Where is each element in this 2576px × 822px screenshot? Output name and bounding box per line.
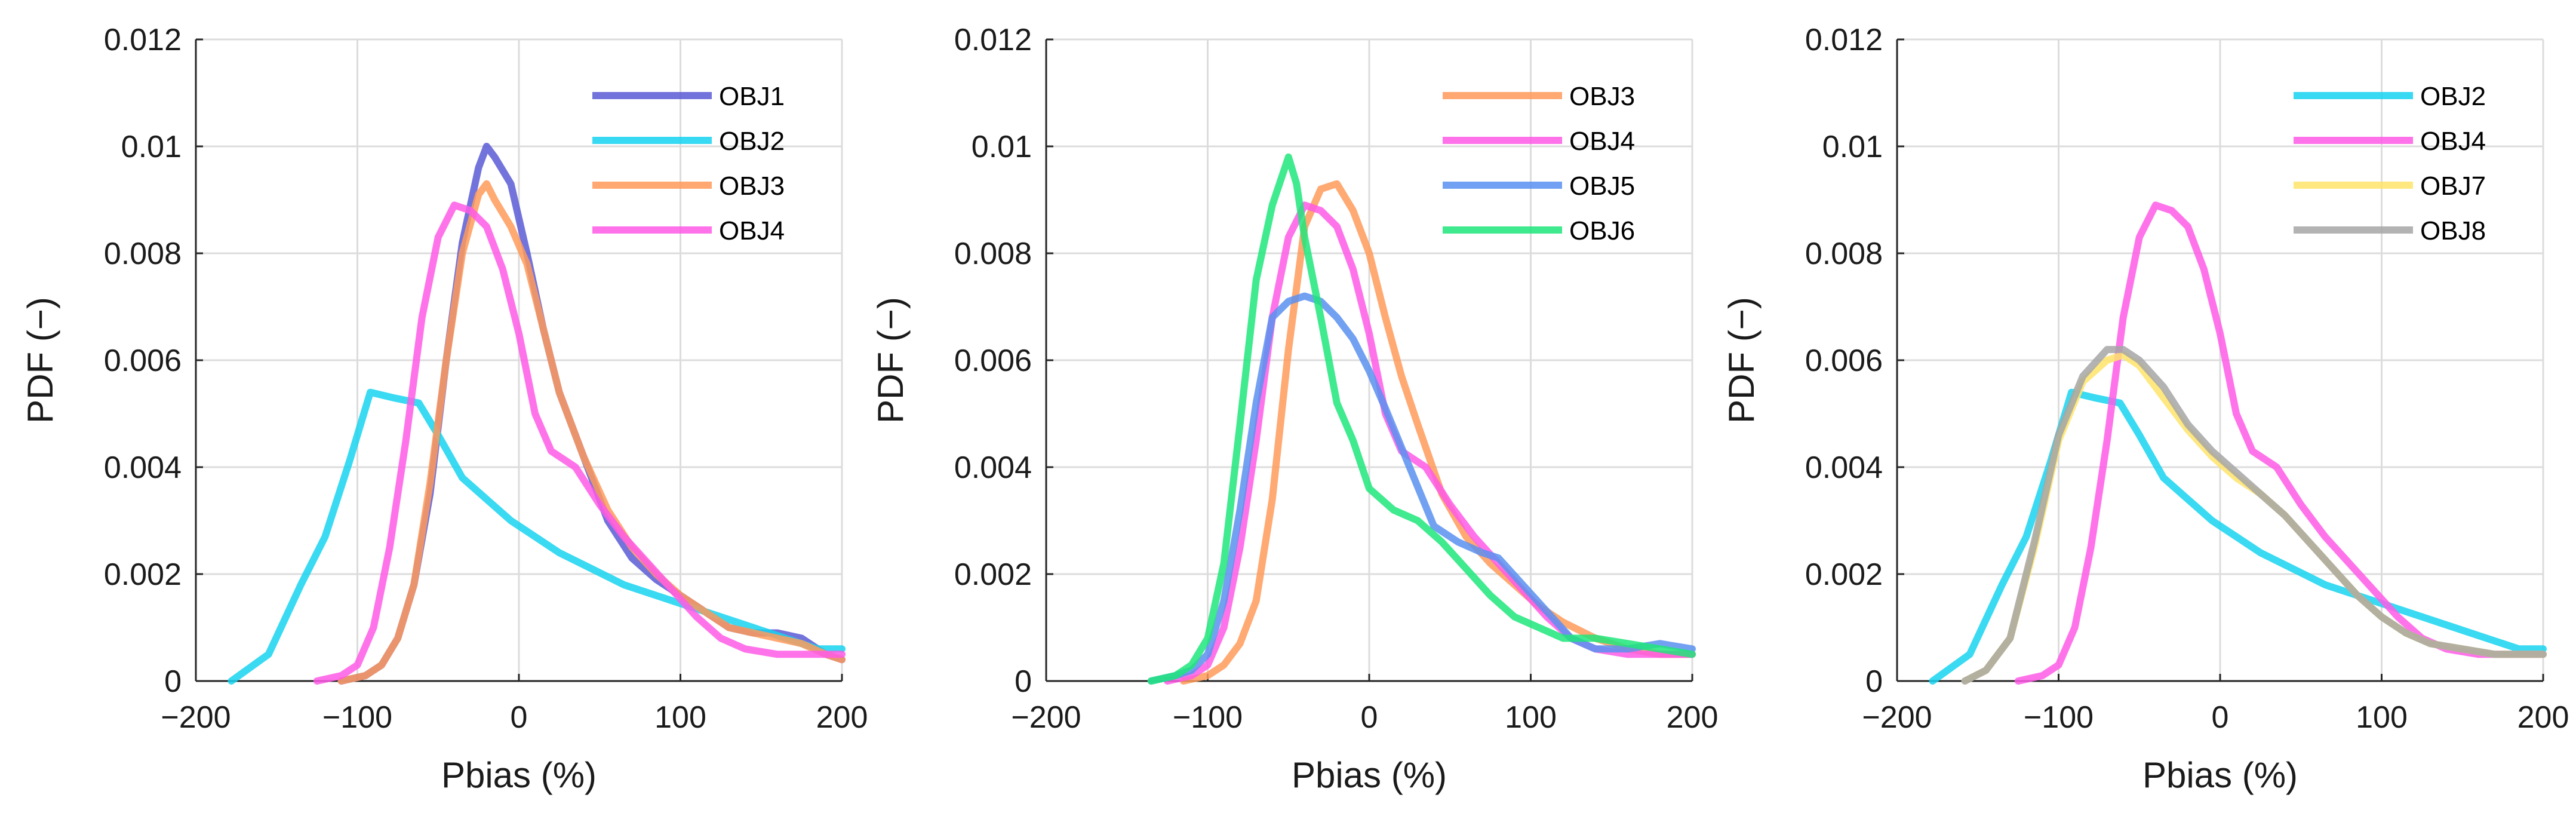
y-tick-label: 0.004 — [1805, 450, 1883, 485]
x-tick-label: 0 — [2212, 700, 2229, 735]
legend-label-obj3: OBJ3 — [1569, 82, 1635, 111]
x-tick-label: −200 — [1862, 700, 1932, 735]
y-tick-label: 0.004 — [104, 450, 182, 485]
series-line-obj4 — [313, 201, 846, 685]
x-axis-label: Pbias (%) — [2142, 755, 2298, 795]
y-tick-label: 0 — [1015, 664, 1032, 699]
y-tick-label: 0.004 — [954, 450, 1032, 485]
y-tick-label: 0.006 — [954, 343, 1032, 378]
y-tick-label: 0.012 — [1805, 23, 1883, 57]
legend-label-obj2: OBJ2 — [2420, 82, 2486, 111]
legend-label-obj4: OBJ4 — [719, 216, 785, 246]
x-tick-label: −100 — [1173, 700, 1243, 735]
x-tick-label: −100 — [2024, 700, 2094, 735]
y-tick-label: 0.008 — [104, 237, 182, 271]
series-line-obj2 — [228, 388, 846, 685]
x-axis-label: Pbias (%) — [441, 755, 597, 795]
chart-panel-3: −200 −100 0 100 200 0 0.002 0.004 0.006 0.008 0.01… — [1722, 23, 2569, 795]
y-tick-label: 0.01 — [121, 130, 182, 164]
y-tick-label: 0.002 — [104, 557, 182, 592]
series-line-obj3 — [1179, 180, 1696, 685]
legend-label-obj5: OBJ5 — [1569, 171, 1635, 201]
legend-label-obj2: OBJ2 — [719, 127, 785, 156]
legend-label-obj4: OBJ4 — [1569, 127, 1635, 156]
legend-label-obj1: OBJ1 — [719, 82, 785, 111]
legend-label-obj7: OBJ7 — [2420, 171, 2486, 201]
y-tick-label: 0 — [164, 664, 182, 699]
y-tick-label: 0.006 — [1805, 343, 1883, 378]
x-tick-label: 200 — [2517, 700, 2569, 735]
x-tick-label: 200 — [1667, 700, 1719, 735]
x-tick-label: 200 — [816, 700, 868, 735]
x-tick-label: 100 — [654, 700, 706, 735]
y-tick-label: 0 — [1865, 664, 1883, 699]
chart-panel-2: −200 −100 0 100 200 0 0.002 0.004 0.006 0.008 0.01… — [871, 23, 1718, 795]
y-axis-label: PDF (−) — [1722, 297, 1762, 424]
legend-label-obj6: OBJ6 — [1569, 216, 1635, 246]
y-tick-label: 0.008 — [1805, 237, 1883, 271]
series-line-obj6 — [1147, 153, 1696, 685]
legend-label-obj8: OBJ8 — [2420, 216, 2486, 246]
y-tick-label: 0.01 — [1822, 130, 1883, 164]
series-line-obj4 — [1163, 201, 1696, 685]
y-tick-label: 0.006 — [104, 343, 182, 378]
legend-label-obj4: OBJ4 — [2420, 127, 2486, 156]
x-tick-label: −200 — [1011, 700, 1081, 735]
chart-panel-1: −200 −100 0 100 200 0 0.002 0.004 0.006 0.008 0.01… — [20, 23, 868, 795]
x-tick-label: 100 — [2356, 700, 2408, 735]
y-tick-label: 0.002 — [954, 557, 1032, 592]
y-tick-label: 0.01 — [972, 130, 1032, 164]
x-tick-label: 0 — [511, 700, 528, 735]
x-tick-label: 0 — [1361, 700, 1378, 735]
series-line-obj4 — [2014, 201, 2547, 685]
series-line-obj2 — [1929, 388, 2547, 685]
series-line-obj7 — [1961, 351, 2547, 685]
series-line-obj8 — [1961, 346, 2547, 685]
y-axis-label: PDF (−) — [20, 297, 60, 424]
y-tick-label: 0.002 — [1805, 557, 1883, 592]
y-axis-label: PDF (−) — [871, 297, 911, 424]
series-line-obj3 — [337, 180, 846, 685]
legend-label-obj3: OBJ3 — [719, 171, 785, 201]
x-tick-label: −100 — [322, 700, 392, 735]
x-axis-label: Pbias (%) — [1292, 755, 1447, 795]
y-tick-label: 0.012 — [954, 23, 1032, 57]
x-tick-label: 100 — [1505, 700, 1557, 735]
y-tick-label: 0.012 — [104, 23, 182, 57]
x-tick-label: −200 — [161, 700, 230, 735]
y-tick-label: 0.008 — [954, 237, 1032, 271]
series-line-obj5 — [1147, 292, 1696, 685]
